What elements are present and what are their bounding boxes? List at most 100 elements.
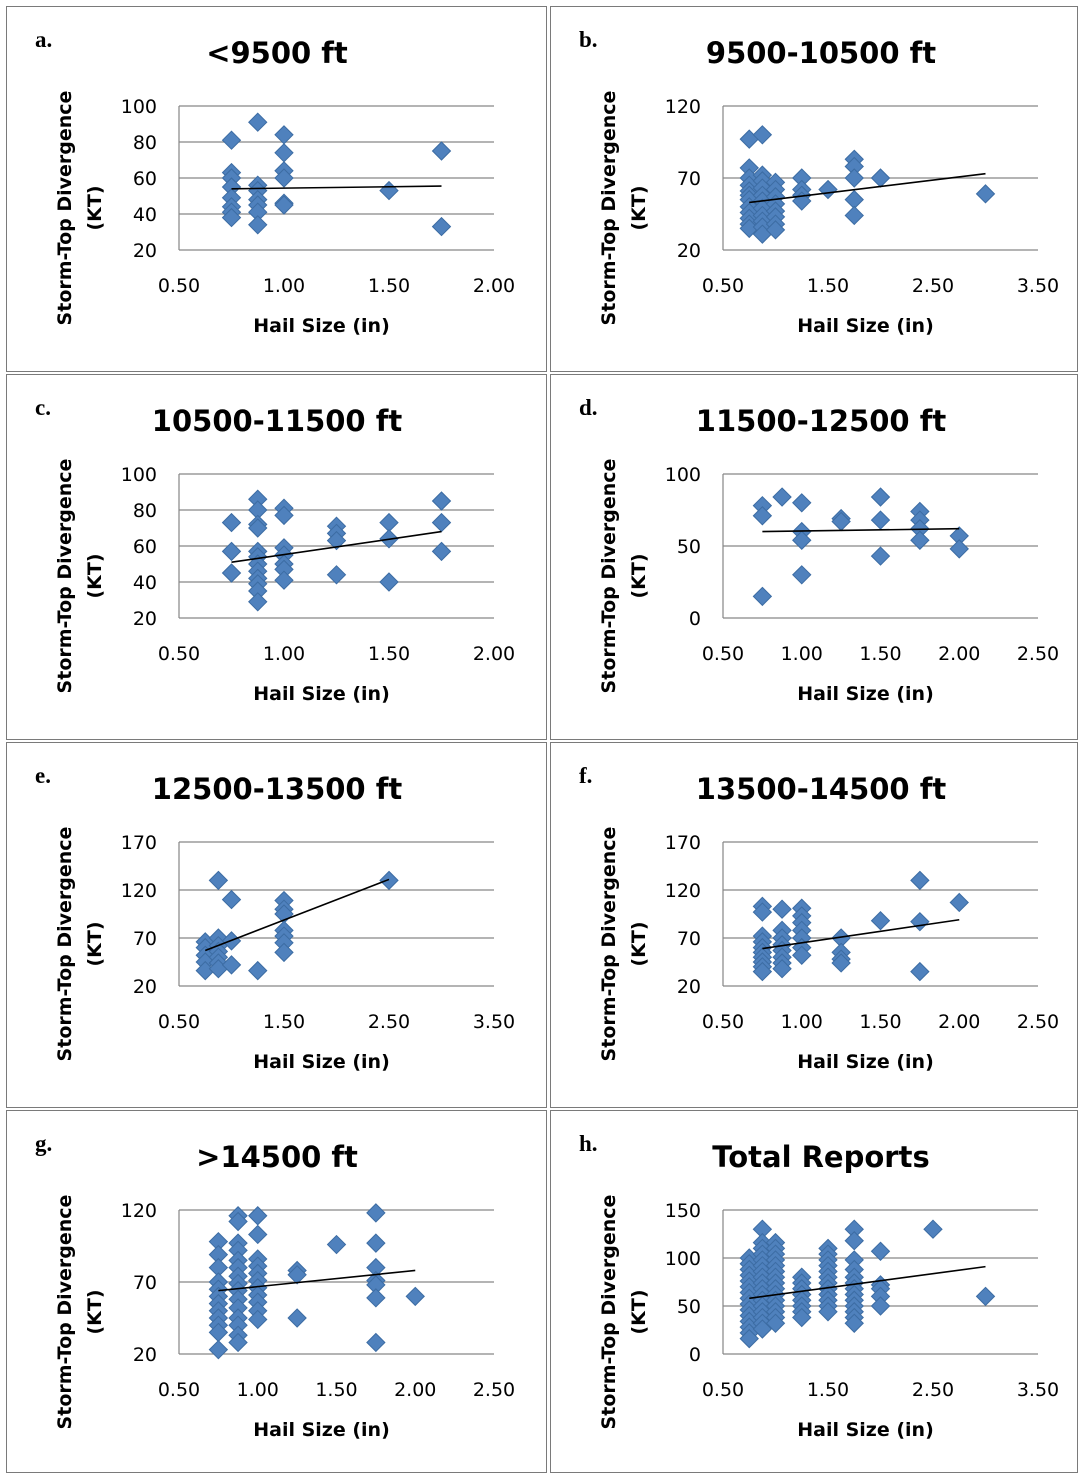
trend-line	[749, 172, 986, 204]
y-tick-label: 150	[665, 1200, 701, 1222]
panel-letter: e.	[35, 763, 51, 788]
y-tick-label: 70	[133, 1272, 157, 1294]
y-tick-label: 20	[677, 240, 701, 262]
x-tick-label: 2.50	[473, 1379, 515, 1401]
data-point	[248, 592, 268, 612]
y-tick-label: 120	[665, 96, 701, 118]
panel-letter: g.	[35, 1131, 52, 1156]
chart-title: >14500 ft	[196, 1140, 358, 1174]
data-point	[248, 1224, 268, 1245]
x-axis-label: Hail Size (in)	[253, 315, 390, 337]
x-axis-label: Hail Size (in)	[797, 1051, 934, 1073]
y-tick-label: 120	[121, 880, 157, 902]
data-point	[379, 572, 399, 592]
x-tick-label: 0.50	[158, 275, 200, 297]
panel-letter: d.	[579, 395, 598, 420]
panel-letter: h.	[579, 1131, 598, 1156]
data-point	[366, 1203, 386, 1223]
y-axis-unit: (KT)	[628, 185, 650, 230]
y-tick-label: 100	[121, 464, 157, 486]
x-tick-label: 1.50	[859, 643, 901, 665]
x-tick-label: 1.50	[263, 1011, 305, 1033]
y-tick-label: 0	[689, 608, 701, 630]
x-axis-label: Hail Size (in)	[797, 1419, 934, 1441]
data-point	[772, 487, 792, 507]
y-tick-label: 40	[133, 204, 157, 226]
y-axis-label: Storm-Top Divergence	[54, 1195, 76, 1430]
chart-title: 12500-13500 ft	[152, 772, 403, 806]
x-tick-label: 0.50	[702, 275, 744, 297]
y-axis-unit: (KT)	[84, 185, 106, 230]
trend-line	[762, 918, 960, 950]
data-point	[792, 1307, 812, 1328]
data-point	[248, 518, 268, 538]
chart-title: 9500-10500 ft	[706, 36, 936, 70]
x-tick-label: 1.00	[237, 1379, 279, 1401]
panel-letter: b.	[579, 27, 598, 52]
y-axis-label: Storm-Top Divergence	[598, 91, 620, 326]
y-tick-label: 20	[133, 608, 157, 630]
x-tick-label: 2.00	[938, 643, 980, 665]
y-tick-label: 100	[665, 464, 701, 486]
x-tick-label: 1.50	[315, 1379, 357, 1401]
y-tick-label: 20	[133, 1344, 157, 1366]
x-tick-label: 0.50	[158, 1379, 200, 1401]
data-point	[949, 539, 969, 559]
x-axis-label: Hail Size (in)	[253, 683, 390, 705]
y-axis-unit: (KT)	[84, 1289, 106, 1334]
y-tick-label: 50	[677, 1296, 701, 1318]
data-point	[248, 215, 268, 235]
y-tick-label: 170	[665, 832, 701, 854]
trend-line	[231, 530, 442, 563]
data-point	[870, 1241, 891, 1261]
x-tick-label: 3.50	[1017, 275, 1059, 297]
data-point	[975, 184, 996, 204]
panel-f: f. 13500-14500 ft 20 70 120 170 0.50 1.00 1.50 2.…	[550, 742, 1078, 1108]
y-tick-label: 0	[689, 1344, 701, 1366]
x-tick-label: 1.00	[781, 643, 823, 665]
chart-title: 13500-14500 ft	[696, 772, 947, 806]
x-tick-label: 1.00	[263, 275, 305, 297]
x-tick-label: 2.00	[473, 275, 515, 297]
panel-h: h. Total Reports 0 50 100 150 0.50 1.50 2.50 3.50…	[550, 1110, 1078, 1473]
figure-grid: a. <9500 ft 20 40 60 80 100 0.50 1.00 1.50 2.00 Hai…	[6, 6, 1078, 1473]
panel-g: g. >14500 ft 20 70 120 0.50 1.00 1.50 2.00 2.50 Ha…	[6, 1110, 547, 1473]
y-tick-label: 60	[133, 168, 157, 190]
panel-letter: a.	[35, 27, 52, 52]
data-point	[287, 1265, 307, 1285]
x-tick-label: 1.50	[807, 1379, 849, 1401]
data-point	[870, 510, 891, 530]
chart-title: 10500-11500 ft	[152, 404, 403, 438]
x-tick-label: 1.50	[368, 275, 410, 297]
x-tick-label: 2.00	[394, 1379, 436, 1401]
data-point	[221, 207, 242, 228]
data-point	[844, 205, 864, 226]
data-point	[772, 899, 792, 919]
y-tick-label: 170	[121, 832, 157, 854]
panel-b: b. 9500-10500 ft 20 70 120 0.50 1.50 2.50 3.50 Ha…	[550, 6, 1078, 372]
data-point	[752, 586, 773, 607]
data-point	[870, 1296, 891, 1316]
y-tick-label: 60	[133, 536, 157, 558]
data-point	[975, 1286, 996, 1307]
data-point	[844, 1313, 864, 1333]
data-point	[792, 565, 812, 585]
y-tick-label: 20	[133, 240, 157, 262]
data-point	[910, 870, 930, 891]
data-point	[818, 179, 838, 200]
data-point	[818, 1302, 838, 1322]
x-tick-label: 1.00	[263, 643, 305, 665]
data-point	[405, 1286, 425, 1307]
data-point	[752, 902, 773, 922]
y-tick-label: 80	[133, 500, 157, 522]
data-point	[752, 506, 773, 526]
data-point	[765, 220, 786, 240]
data-point	[923, 1219, 943, 1239]
data-point	[274, 570, 294, 590]
data-point	[792, 530, 812, 550]
panel-e: e. 12500-13500 ft 20 70 120 170 0.50 1.50 2.50 3.…	[6, 742, 547, 1108]
data-point	[792, 945, 812, 965]
data-point	[870, 911, 891, 931]
data-point	[431, 141, 452, 161]
x-tick-label: 2.50	[1017, 1011, 1059, 1033]
